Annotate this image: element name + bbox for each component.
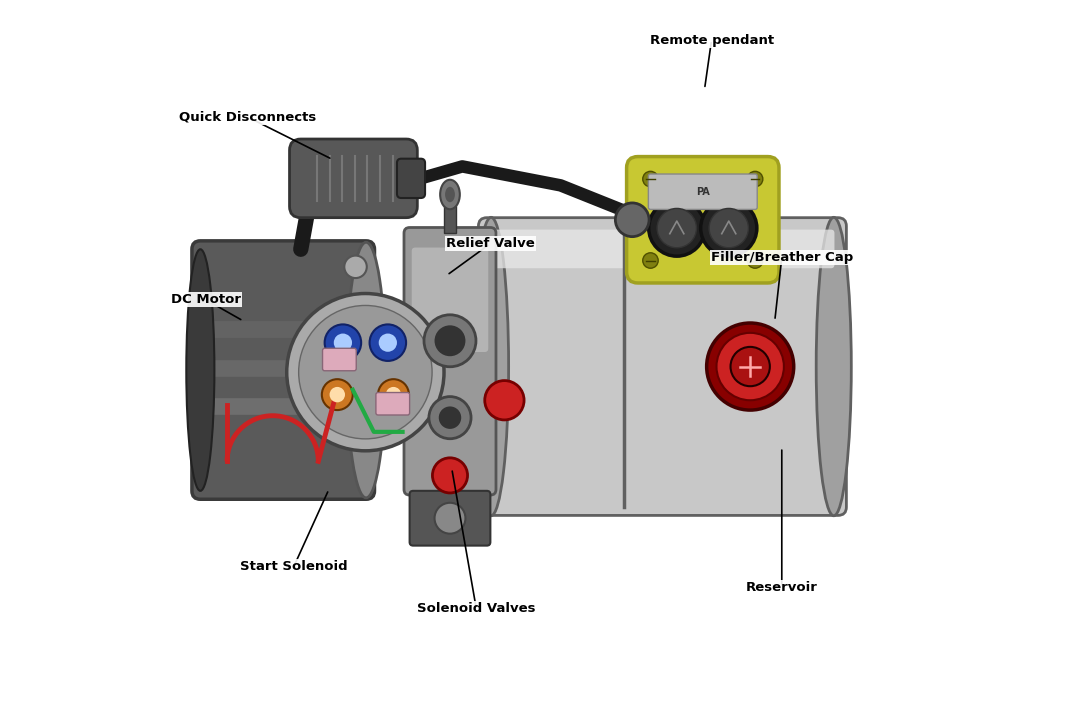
Circle shape (325, 324, 361, 361)
Ellipse shape (440, 180, 460, 209)
FancyBboxPatch shape (412, 247, 488, 352)
Circle shape (707, 323, 793, 410)
Text: PA: PA (695, 187, 709, 197)
Text: DC Motor: DC Motor (171, 293, 241, 307)
Circle shape (709, 209, 749, 247)
Circle shape (344, 256, 366, 278)
Circle shape (424, 315, 476, 367)
Bar (444, 207, 456, 233)
Circle shape (298, 305, 432, 439)
Circle shape (616, 203, 649, 237)
Circle shape (717, 333, 784, 400)
Text: Start Solenoid: Start Solenoid (240, 560, 347, 573)
FancyBboxPatch shape (397, 159, 425, 198)
FancyBboxPatch shape (404, 228, 496, 495)
Circle shape (432, 458, 468, 493)
Circle shape (329, 387, 345, 403)
FancyBboxPatch shape (323, 348, 356, 371)
FancyBboxPatch shape (410, 491, 490, 546)
FancyBboxPatch shape (478, 218, 847, 515)
Circle shape (378, 379, 409, 410)
Circle shape (701, 200, 757, 256)
Circle shape (649, 200, 705, 256)
Circle shape (333, 333, 353, 352)
Circle shape (370, 324, 406, 361)
Text: Relief Valve: Relief Valve (446, 237, 535, 250)
Ellipse shape (186, 250, 214, 491)
Circle shape (748, 171, 763, 187)
Circle shape (748, 253, 763, 268)
Circle shape (435, 503, 465, 534)
FancyBboxPatch shape (490, 230, 835, 268)
Circle shape (657, 209, 697, 247)
Circle shape (379, 333, 397, 352)
Circle shape (386, 387, 402, 403)
Circle shape (286, 293, 444, 450)
FancyBboxPatch shape (626, 157, 779, 283)
Text: Quick Disconnects: Quick Disconnects (180, 111, 316, 124)
Text: Solenoid Valves: Solenoid Valves (417, 602, 536, 615)
Ellipse shape (816, 217, 851, 516)
Circle shape (322, 379, 353, 410)
Ellipse shape (474, 217, 509, 516)
FancyBboxPatch shape (290, 139, 417, 218)
Circle shape (643, 171, 658, 187)
Ellipse shape (445, 187, 455, 202)
Text: Reservoir: Reservoir (746, 581, 818, 594)
FancyBboxPatch shape (376, 393, 410, 415)
Circle shape (485, 381, 524, 420)
Circle shape (439, 406, 461, 429)
Circle shape (429, 397, 471, 439)
Circle shape (435, 325, 465, 356)
Text: Remote pendant: Remote pendant (650, 34, 773, 47)
Ellipse shape (347, 243, 386, 498)
Text: Filler/Breather Cap: Filler/Breather Cap (710, 251, 853, 264)
Circle shape (731, 347, 770, 386)
FancyBboxPatch shape (649, 174, 757, 209)
FancyBboxPatch shape (192, 241, 375, 499)
Circle shape (643, 253, 658, 268)
